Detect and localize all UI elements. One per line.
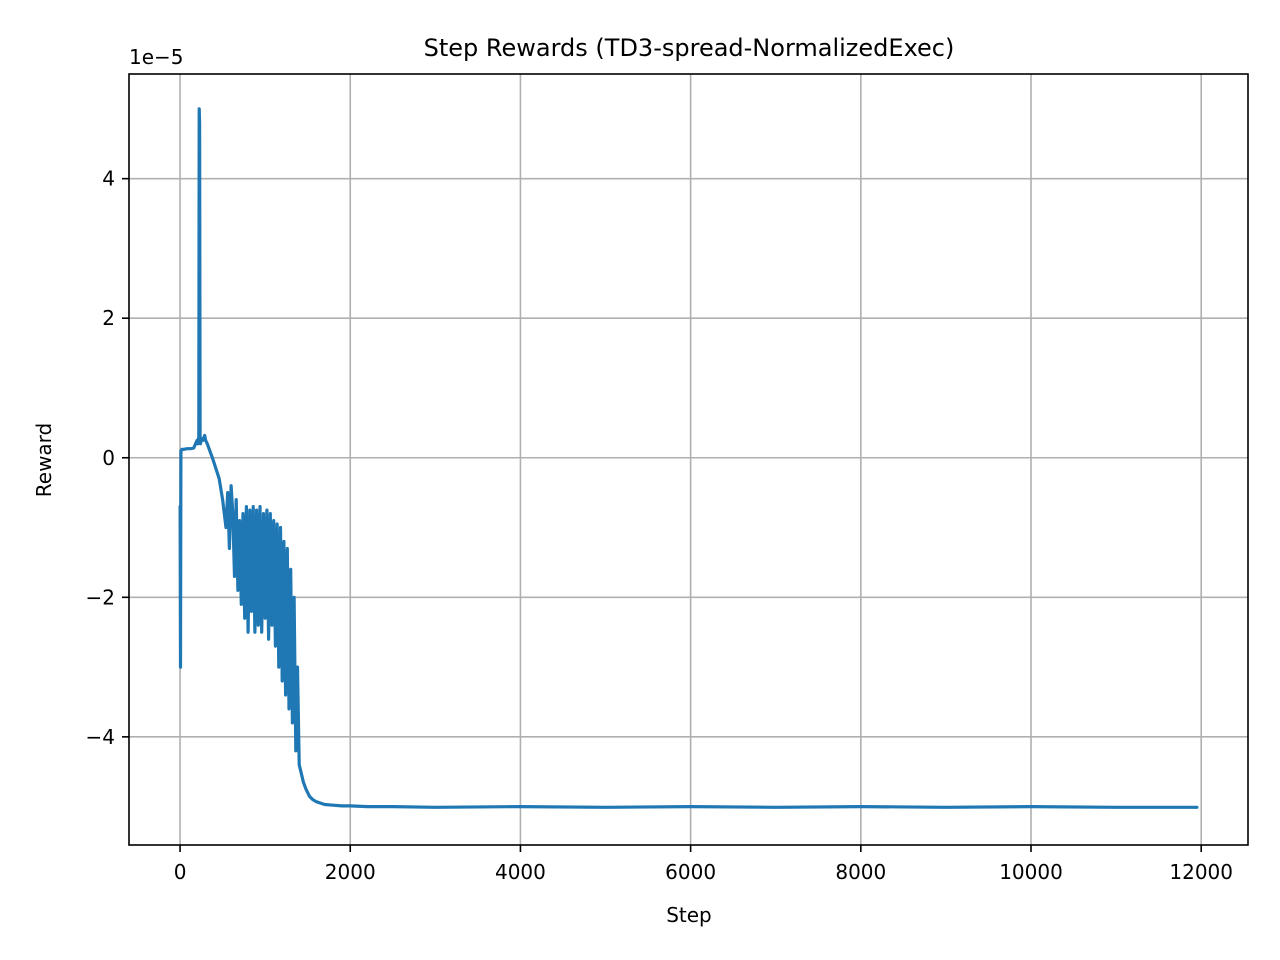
series-layer xyxy=(178,107,1199,809)
x-tick-label: 2000 xyxy=(325,860,376,884)
y-tick-label: 4 xyxy=(102,167,115,191)
y-axis-offset-text: 1e−5 xyxy=(129,45,184,69)
y-axis-label: Reward xyxy=(32,423,56,497)
x-tick-label: 12000 xyxy=(1169,860,1233,884)
y-tick-label: 0 xyxy=(102,446,115,470)
series-line-0 xyxy=(178,107,1199,809)
x-tick-label: 8000 xyxy=(835,860,886,884)
x-axis-label: Step xyxy=(666,903,712,927)
y-tick-label: 2 xyxy=(102,306,115,330)
x-tick-label: 6000 xyxy=(665,860,716,884)
y-axis: −4 −2 0 2 4 xyxy=(86,167,129,749)
x-axis: 0 2000 4000 6000 8000 10000 12000 xyxy=(174,845,1233,884)
y-tick-label: −4 xyxy=(86,725,115,749)
x-tick-label: 0 xyxy=(174,860,187,884)
x-tick-label: 10000 xyxy=(999,860,1063,884)
chart-title: Step Rewards (TD3-spread-NormalizedExec) xyxy=(424,34,955,62)
grid xyxy=(129,74,1248,845)
x-tick-label: 4000 xyxy=(495,860,546,884)
y-tick-label: −2 xyxy=(86,585,115,609)
plot-frame xyxy=(128,73,1249,846)
